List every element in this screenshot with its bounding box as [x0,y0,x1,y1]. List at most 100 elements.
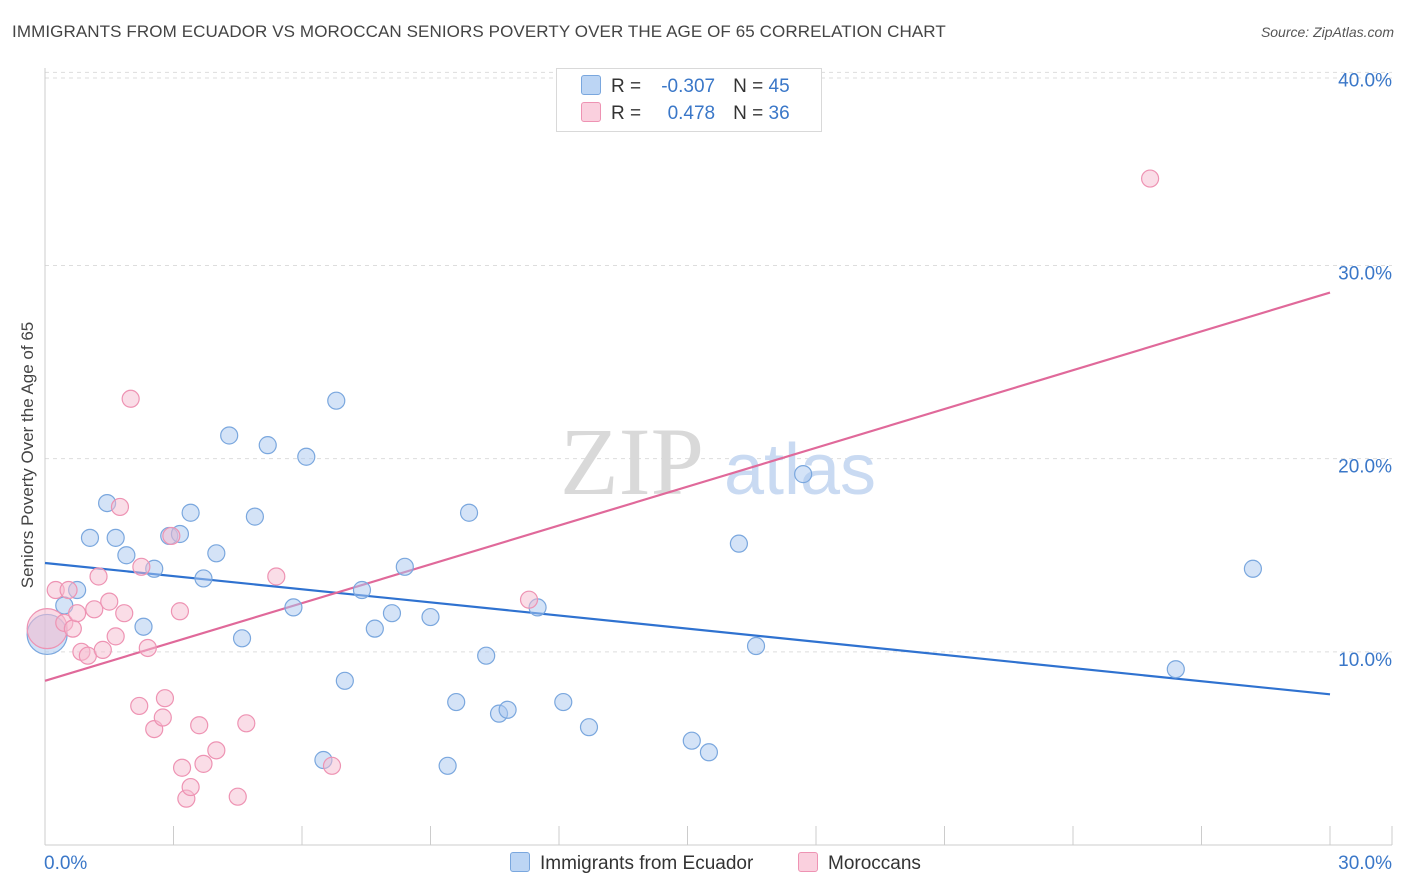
legend-r-value: 0.478 [667,103,716,124]
moroccan-point [207,741,226,760]
ecuador-point [335,671,354,690]
ecuador-point [699,743,719,762]
ecuador-point [682,731,701,750]
moroccan-point [181,777,200,797]
ecuador-point [258,436,277,455]
moroccan-point [228,787,247,806]
ecuador-point [245,507,264,526]
y-tick-label: 10.0% [1338,650,1392,671]
x-tick-labels: 0.0% 30.0% [44,853,1392,874]
moroccan-point [59,580,78,600]
ecuador-point [554,692,573,712]
moroccan-point [190,716,209,735]
moroccan-point [172,758,192,777]
ecuador-point [181,503,200,522]
y-tick-label: 20.0% [1338,457,1392,478]
ecuador-point [438,756,457,775]
chart-title: IMMIGRANTS FROM ECUADOR VS MOROCCAN SENI… [12,22,946,41]
moroccan-point [170,602,190,621]
legend-n-value: 36 [768,103,790,124]
source-credit: Source: ZipAtlas.com [1260,24,1394,40]
correlation-legend: R = -0.307 N = 45 R = 0.478 N = 36 [556,68,822,132]
legend-label-moroccans: Moroccans [828,853,921,874]
legend-row-ecuador: R = -0.307 N = 45 [581,75,790,99]
ecuador-point [477,646,496,665]
legend-r-value: -0.307 [661,76,716,97]
ecuador-point [459,503,479,522]
ecuador-point [117,546,136,565]
moroccan-point [121,389,140,408]
moroccan-point [267,567,286,586]
legend-item-moroccans[interactable]: Moroccans [798,852,921,875]
ecuador-point [232,629,252,648]
moroccan-point [130,696,149,716]
y-tick-label: 40.0% [1338,70,1392,91]
ecuador-point [327,391,346,410]
ecuador-point [365,619,384,638]
data-points [26,169,1263,808]
moroccan-point [93,640,112,659]
ecuador-point [729,534,749,553]
legend-swatch-blue [581,75,601,95]
moroccan-point [85,600,104,619]
ecuador-point [1243,559,1263,578]
ecuador-point [498,700,517,719]
ecuador-point [284,598,303,617]
ecuador-point [297,447,316,466]
legend-row-moroccans: R = 0.478 N = 36 [581,102,790,126]
ecuador-point [395,557,414,576]
moroccan-point [138,638,157,658]
ecuador-point [352,580,372,600]
ecuador-point [382,604,402,623]
x-tick-label: 0.0% [44,853,87,874]
moroccan-point [100,592,119,611]
ecuador-point [1166,660,1185,679]
trend-lines [44,291,1331,696]
moroccan-point [63,619,82,638]
legend-swatch-pink [581,102,601,122]
moroccan-trend-line [44,291,1331,682]
series-legend: Immigrants from Ecuador Moroccans [0,852,1406,878]
y-tick-labels: 10.0% 20.0% 30.0% 40.0% [1338,70,1392,671]
legend-label-ecuador: Immigrants from Ecuador [540,853,754,874]
zipatlas-watermark: ZIP atlas [560,408,876,515]
moroccan-point [68,604,87,623]
ecuador-point [134,617,153,636]
moroccan-point [106,627,125,646]
moroccan-point [162,526,181,546]
x-tick-label: 30.0% [1338,853,1392,874]
ecuador-point [207,544,226,563]
moroccan-point [1140,169,1160,188]
ecuador-point [794,465,813,484]
y-axis-label: Seniors Poverty Over the Age of 65 [18,321,37,589]
legend-n-value: 45 [768,76,790,97]
ecuador-point [579,718,599,737]
legend-item-ecuador[interactable]: Immigrants from Ecuador [510,852,753,875]
grid-lines [45,71,1392,653]
ecuador-point [80,528,100,547]
moroccan-point [115,604,134,623]
ecuador-point [746,636,766,656]
axes [44,68,1393,846]
ecuador-point [106,528,125,547]
legend-swatch-blue [510,852,530,872]
moroccan-point [153,708,172,727]
y-tick-label: 30.0% [1338,263,1392,284]
ecuador-point [421,607,440,627]
moroccan-point [89,567,108,586]
legend-n-label: N = [733,76,764,97]
legend-r-label: R = [611,76,642,97]
legend-n-label: N = [733,103,764,124]
moroccan-point [155,689,175,708]
legend-r-label: R = [611,103,642,124]
moroccan-point [237,714,256,733]
moroccan-point [194,754,213,773]
ecuador-point [447,692,466,712]
ecuador-point [194,569,213,588]
moroccan-point [110,497,130,517]
ecuador-point [220,426,239,445]
ecuador-trend-line [44,561,1331,696]
moroccan-point [519,590,539,609]
legend-swatch-pink [798,852,818,872]
